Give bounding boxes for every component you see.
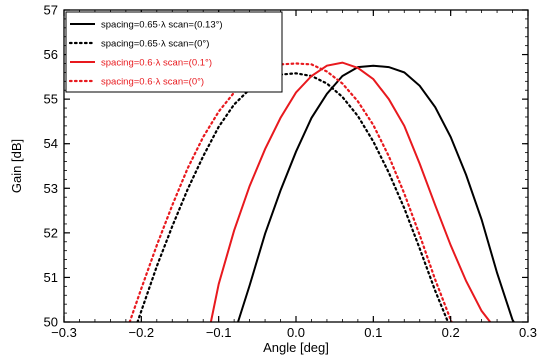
y-tick-label: 53 xyxy=(44,181,58,196)
legend: spacing=0.65·λ scan=(0.13°) spacing=0.65·… xyxy=(65,11,283,93)
x-tick-label: 0.2 xyxy=(442,325,460,340)
plot-frame xyxy=(63,9,529,323)
series-line-3 xyxy=(209,61,492,322)
y-tick-label: 54 xyxy=(44,136,58,151)
x-tick-label: −0.2 xyxy=(128,325,154,340)
legend-label-2: spacing=0.65·λ scan=(0°) xyxy=(101,39,209,50)
legend-label-1: spacing=0.65·λ scan=(0.13°) xyxy=(101,20,223,31)
y-tick-label: 56 xyxy=(44,47,58,62)
y-axis-label: Gain [dB] xyxy=(9,139,24,193)
legend-label-4: spacing=0.6·λ scan=(0°) xyxy=(101,77,204,88)
x-axis-label: Angle [deg] xyxy=(263,340,329,355)
series-line-1 xyxy=(237,64,516,322)
legend-box xyxy=(65,11,283,93)
x-tick-label: −0.1 xyxy=(206,325,232,340)
x-tick-label: 0.0 xyxy=(287,325,305,340)
x-tick-label: 0.1 xyxy=(364,325,382,340)
y-tick-label: 57 xyxy=(44,3,58,18)
y-tick-label: 51 xyxy=(44,270,58,285)
x-tick-label: −0.3 xyxy=(51,325,77,340)
y-tick-label: 52 xyxy=(44,225,58,240)
y-tick-label: 55 xyxy=(44,92,58,107)
legend-label-3: spacing=0.6·λ scan=(0.1°) xyxy=(101,58,212,69)
x-tick-label: 0.3 xyxy=(519,325,537,340)
series-line-4 xyxy=(128,62,453,322)
series-line-2 xyxy=(136,72,450,322)
y-tick-label: 50 xyxy=(44,315,58,330)
